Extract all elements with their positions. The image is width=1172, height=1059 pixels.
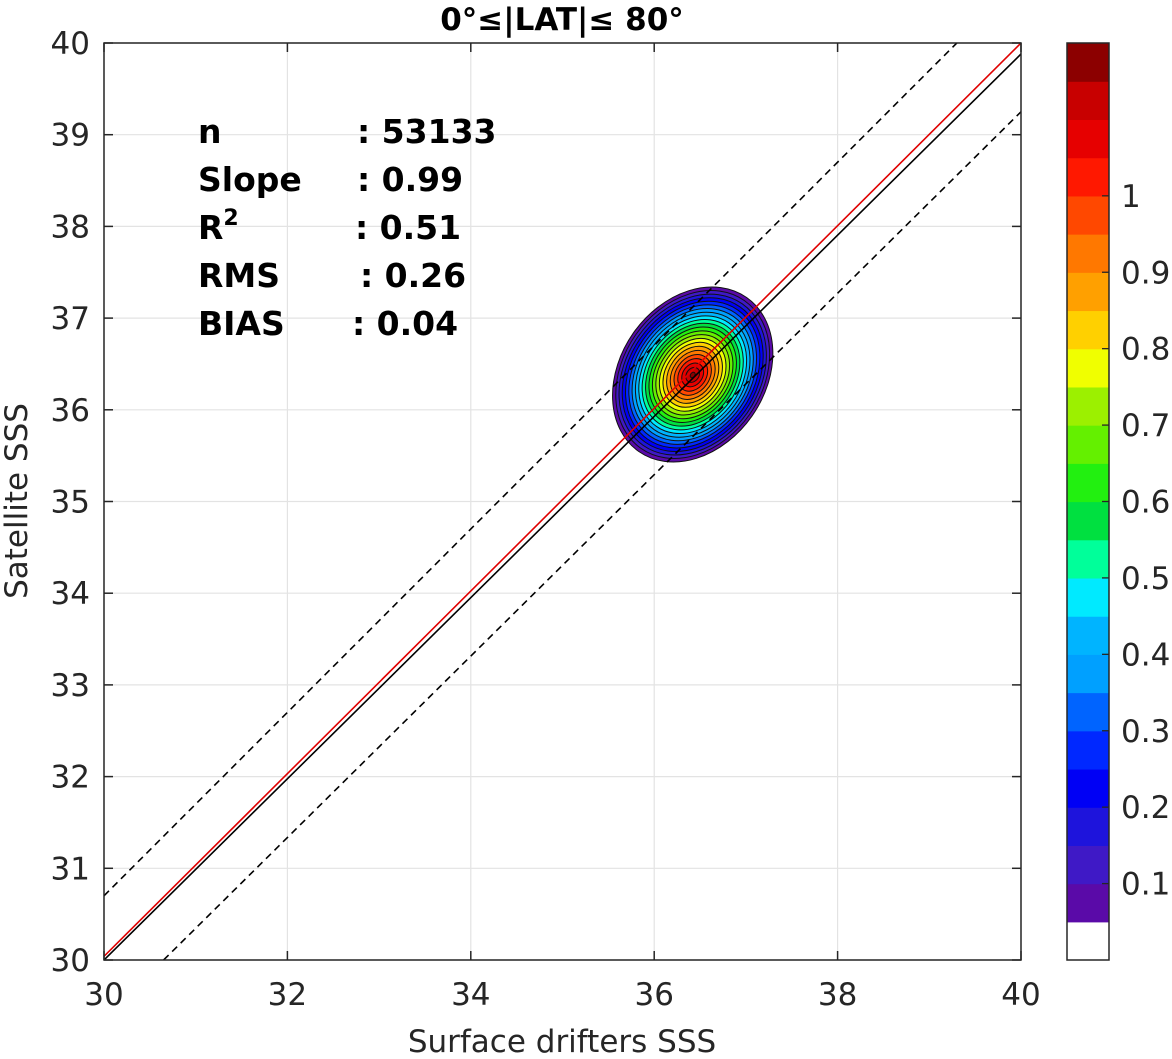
colorbar: 0.1 0.2 0.3 0.4 0.5 0.6 0.7 0.8 0.9 1 xyxy=(1066,42,1170,961)
stat-label: n xyxy=(198,112,222,151)
colorbar-tick-label: 0.3 xyxy=(1121,714,1170,750)
colorbar-segment xyxy=(1067,845,1109,885)
colorbar-segment xyxy=(1067,234,1109,273)
y-tick-label: 35 xyxy=(51,485,90,521)
grid xyxy=(103,42,1022,961)
y-tick-label: 32 xyxy=(51,760,90,796)
y-tick-label: 36 xyxy=(51,393,90,429)
colorbar-segment xyxy=(1067,807,1109,846)
x-tick-label: 32 xyxy=(268,977,307,1013)
upper-bound-line xyxy=(104,43,958,897)
stat-value: : 53133 xyxy=(357,112,497,151)
colorbar-segment xyxy=(1067,310,1109,350)
colorbar-tick-label: 0.5 xyxy=(1121,561,1170,597)
axis-ticks: 30 32 34 36 38 40 30 31 32 33 34 35 36 37 38 39 40 xyxy=(51,26,1041,1013)
one-to-one-line xyxy=(104,53,1021,960)
colorbar-segment xyxy=(1067,463,1109,503)
stat-label: Slope xyxy=(198,160,302,199)
stat-value: : 0.26 xyxy=(360,256,466,295)
colorbar-segment xyxy=(1067,692,1109,732)
y-tick-label: 34 xyxy=(51,576,90,612)
reference-lines xyxy=(104,43,1021,960)
colorbar-segment xyxy=(1067,577,1109,617)
colorbar-tick-label: 0.6 xyxy=(1121,485,1170,521)
stat-value: : 0.51 xyxy=(355,208,461,247)
colorbar-segment xyxy=(1067,616,1109,655)
y-tick-label: 33 xyxy=(51,668,90,704)
colorbar-tick-label: 0.7 xyxy=(1121,408,1170,444)
colorbar-segment xyxy=(1067,119,1109,159)
y-tick-label: 37 xyxy=(51,301,90,337)
y-tick-label: 30 xyxy=(51,943,90,979)
y-axis-label: Satellite SSS xyxy=(0,403,35,599)
y-tick-label: 38 xyxy=(51,209,90,245)
colorbar-segment xyxy=(1067,883,1109,923)
colorbar-segment xyxy=(1067,272,1109,312)
x-tick-label: 34 xyxy=(451,977,490,1013)
stat-label: BIAS xyxy=(198,304,285,343)
colorbar-segment xyxy=(1067,348,1109,388)
colorbar-tick-label: 0.1 xyxy=(1121,867,1170,903)
colorbar-segment xyxy=(1067,425,1109,464)
colorbar-segment xyxy=(1067,157,1109,197)
colorbar-segment xyxy=(1067,81,1109,121)
x-tick-label: 30 xyxy=(84,977,123,1013)
colorbar-tick-label: 1 xyxy=(1121,179,1141,215)
x-tick-label: 40 xyxy=(1001,977,1040,1013)
y-tick-label: 40 xyxy=(51,26,90,62)
x-tick-label: 36 xyxy=(634,977,673,1013)
y-tick-label: 39 xyxy=(51,118,90,154)
x-axis-label: Surface drifters SSS xyxy=(408,1024,716,1055)
colorbar-segment xyxy=(1067,768,1109,808)
colorbar-segment xyxy=(1067,539,1109,579)
colorbar-segment xyxy=(1067,501,1109,541)
stat-value: : 0.99 xyxy=(357,160,463,199)
colorbar-segment xyxy=(1067,386,1109,426)
colorbar-tick-label: 0.4 xyxy=(1121,637,1170,673)
chart-title: 0°≤|LAT|≤ 80° xyxy=(440,2,684,38)
colorbar-tick-label: 0.2 xyxy=(1121,790,1170,826)
colorbar-segment xyxy=(1067,654,1109,694)
stat-label: RMS xyxy=(198,256,280,295)
x-tick-label: 38 xyxy=(818,977,857,1013)
y-tick-label: 31 xyxy=(51,851,90,887)
colorbar-tick-label: 0.8 xyxy=(1121,332,1170,368)
regression-line xyxy=(104,43,1021,957)
lower-bound-line xyxy=(163,111,1021,960)
colorbar-tick-label: 0.9 xyxy=(1121,255,1170,291)
colorbar-segment xyxy=(1067,195,1109,235)
colorbar-segment xyxy=(1067,921,1109,961)
colorbar-segment xyxy=(1067,730,1109,770)
colorbar-segment xyxy=(1067,43,1109,82)
stat-value: : 0.04 xyxy=(352,304,458,343)
